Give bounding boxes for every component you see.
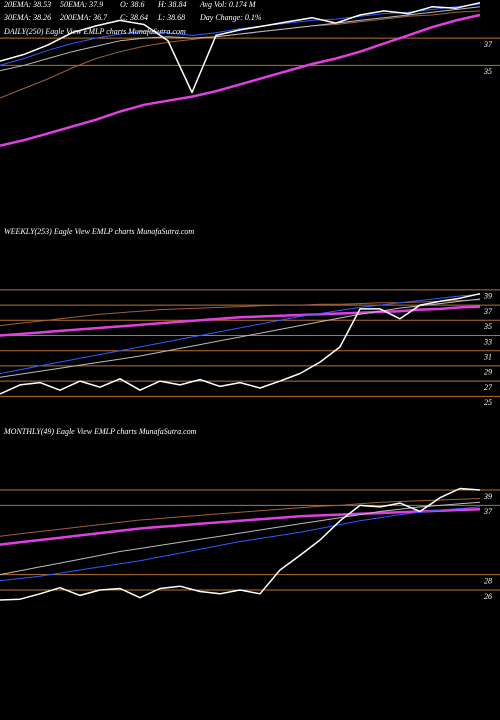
annotation: Avg Vol: 0.174 M — [199, 0, 257, 9]
price-line — [0, 292, 481, 395]
y-tick-label: 37 — [483, 507, 493, 516]
annotation: Day Change: 0.1% — [199, 13, 262, 22]
chart-title: DAILY(250) Eagle View EMLP charts Munafa… — [3, 27, 186, 36]
annotation: 30EMA: 38.26 — [3, 13, 51, 22]
annotation: H: 38.84 — [157, 0, 186, 9]
price-line — [0, 498, 481, 537]
price-line — [0, 293, 481, 374]
y-tick-label: 27 — [484, 383, 493, 392]
y-tick-label: 31 — [483, 353, 492, 362]
y-tick-label: 39 — [483, 292, 492, 301]
y-tick-label: 26 — [484, 592, 492, 601]
y-tick-label: 37 — [483, 307, 493, 316]
price-line — [0, 6, 481, 72]
annotation: 200EMA: 36.7 — [60, 13, 108, 22]
y-tick-label: 35 — [483, 67, 492, 76]
annotation: C: 38.64 — [120, 13, 148, 22]
y-tick-label: 29 — [484, 368, 492, 377]
y-tick-label: 28 — [484, 576, 492, 585]
price-line — [0, 305, 481, 337]
annotation: 50EMA: 37.9 — [60, 0, 103, 9]
price-line — [0, 1, 481, 94]
chart-title: WEEKLY(253) Eagle View EMLP charts Munaf… — [4, 227, 194, 236]
price-line — [0, 13, 481, 147]
y-tick-label: 25 — [484, 398, 492, 407]
y-tick-label: 33 — [483, 337, 492, 346]
y-tick-label: 39 — [483, 492, 492, 501]
price-line — [0, 507, 481, 546]
y-tick-label: 35 — [483, 322, 492, 331]
annotation: 20EMA: 38.53 — [4, 0, 51, 9]
annotation: L: 38.68 — [157, 13, 185, 22]
price-line — [0, 506, 481, 582]
price-line — [0, 298, 481, 378]
price-line — [0, 501, 481, 576]
price-line — [0, 487, 481, 601]
y-tick-label: 37 — [483, 40, 493, 49]
chart-title: MONTHLY(49) Eagle View EMLP charts Munaf… — [3, 427, 197, 436]
annotation: O: 38.6 — [120, 0, 144, 9]
